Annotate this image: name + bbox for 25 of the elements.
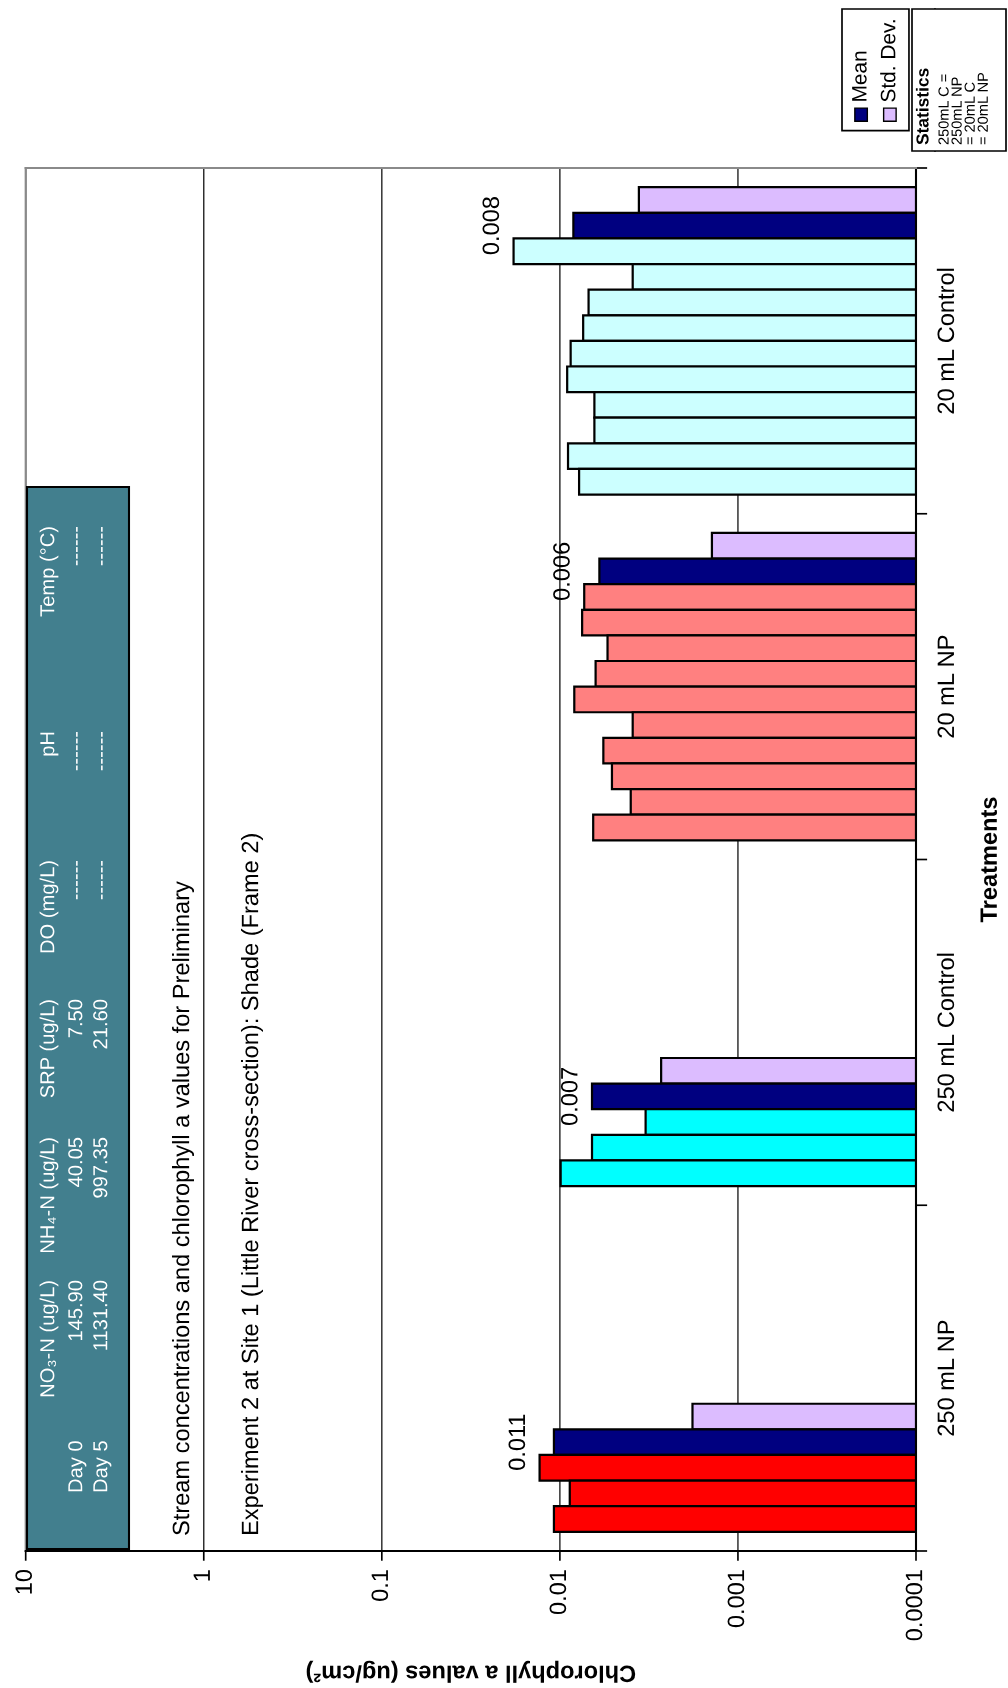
data-label: 0.006 (553, 542, 570, 600)
text: NO₃-N (ug/L) NH₄-N (ug/L) SRP (ug/L) DO (mg/L) pH Temp (°C) (39, 527, 59, 1397)
text: Std. Dev. (880, 20, 896, 102)
text: Day 0 145.90 40.05 7.50 ------ ------ ------ (68, 526, 87, 1492)
y-tick-label: 20 mL NP (937, 635, 955, 738)
text: Stream concentrations and chlorophyll a values for Preliminary (172, 881, 194, 1535)
x-tick-label: 0.0001 (905, 1570, 923, 1641)
text: Day 5 1131.40 997.35 21.60 ------ ------ ------ (93, 526, 112, 1492)
text: Experiment 2 at Site 1 (Little River cross-section): Shade (Frame 2) (240, 834, 263, 1535)
x-tick-label: 0.1 (371, 1570, 389, 1601)
x-tick-label: 0.01 (549, 1570, 567, 1615)
x-tick-label: 1 (193, 1570, 210, 1581)
y-axis-title: Treatments (980, 797, 998, 923)
data-label: 0.008 (482, 197, 500, 255)
text: Mean (852, 51, 867, 101)
x-axis-title: Chlorophyll a values (ug/cm²) (306, 1660, 636, 1683)
y-tick-label: 20 mL Control (936, 268, 955, 414)
data-label: 0.011 (508, 1414, 526, 1470)
text: Statistics (915, 68, 929, 145)
text: 250mL C = 250mL NP = 20mL C = 20mL NP (938, 72, 988, 145)
y-tick-label: 250 mL Control (936, 953, 955, 1112)
x-tick-label: 10 (15, 1569, 33, 1594)
x-tick-label: 0.001 (727, 1570, 745, 1628)
data-label: 0.007 (560, 1068, 578, 1126)
y-tick-label: 250 mL NP (937, 1320, 955, 1436)
